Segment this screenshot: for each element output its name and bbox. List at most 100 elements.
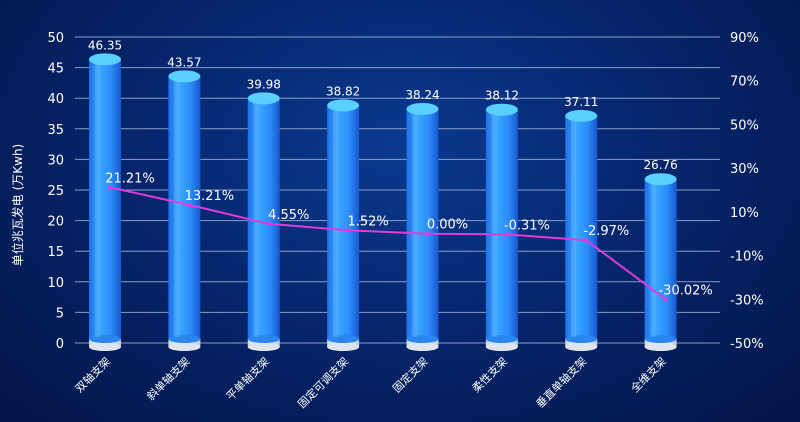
- line-value-label: 4.55%: [268, 208, 309, 223]
- bar-base-bottom: [485, 343, 518, 351]
- y2-tick-label: -30%: [730, 293, 764, 308]
- line-point: [346, 228, 351, 233]
- bar-bottom-rim: [406, 335, 439, 343]
- line-value-label: 21.21%: [105, 171, 155, 186]
- category-label: 固定支架: [390, 354, 431, 395]
- y2-tick-label: -10%: [730, 250, 764, 265]
- category-label: 平单轴支架: [223, 354, 272, 403]
- category-label: 柔性支架: [469, 354, 510, 395]
- y-tick-label: 10: [47, 276, 64, 291]
- bar-top-cap: [485, 103, 518, 116]
- line-point: [425, 231, 430, 236]
- percent-line: [108, 185, 668, 302]
- bar-highlight: [650, 183, 656, 337]
- bar-top-cap: [89, 53, 121, 66]
- bar-body: [89, 59, 121, 339]
- bars: [89, 53, 677, 351]
- y-tick-label: 25: [47, 184, 64, 199]
- bar-top-cap: [247, 92, 280, 105]
- line-point: [187, 202, 192, 207]
- bar-bottom-rim: [168, 335, 201, 343]
- line-value-label: 13.21%: [185, 189, 235, 204]
- line-value-label: 0.00%: [427, 218, 468, 233]
- bar-top-cap: [644, 173, 677, 186]
- category-labels: 双轴支架 斜单轴支架 平单轴支架 固定可调支架 固定支架 柔性支架 垂直单轴支架 全维支架: [72, 354, 669, 411]
- percent-line-path: [109, 186, 667, 301]
- bar-value-label: 46.35: [88, 38, 122, 52]
- y-tick-label: 5: [56, 306, 64, 321]
- y2-tick-label: -50%: [730, 337, 764, 352]
- bar-highlight: [491, 113, 497, 337]
- line-point: [663, 297, 668, 302]
- y-tick-label: 0: [56, 337, 64, 352]
- y-tick-label: 15: [47, 245, 64, 260]
- bar-body: [485, 109, 518, 339]
- line-value-label: -30.02%: [658, 283, 712, 298]
- y-tick-label: 50: [47, 31, 64, 46]
- bar-value-label: 38.82: [326, 84, 360, 98]
- line-point: [504, 232, 509, 237]
- y2-tick-label: 30%: [730, 162, 759, 177]
- bar-value-label: 26.76: [643, 158, 677, 172]
- bar-body: [168, 76, 201, 340]
- bar-bottom-rim: [644, 335, 677, 343]
- y-tick-label: 40: [47, 92, 64, 107]
- bar-highlight: [253, 102, 259, 337]
- category-label: 斜单轴支架: [144, 354, 193, 403]
- line-value-label: -2.97%: [583, 224, 629, 239]
- y2-tick-label: 50%: [730, 118, 759, 133]
- bar-base-bottom: [89, 343, 121, 351]
- bar: [168, 70, 201, 351]
- bar: [485, 103, 518, 351]
- bar-top-cap: [168, 70, 201, 83]
- bar-body: [406, 108, 439, 340]
- bar-bottom-rim: [89, 335, 121, 343]
- bar-bottom-rim: [247, 335, 280, 343]
- category-label: 固定可调支架: [295, 354, 352, 411]
- line-point: [108, 185, 112, 190]
- y-axis-label: 单位兆瓦发电 (万Kwh): [10, 144, 25, 266]
- y-tick-label: 30: [47, 153, 64, 168]
- bar-base-bottom: [168, 343, 201, 351]
- bar: [565, 109, 598, 351]
- bar-value-label: 37.11: [564, 95, 598, 109]
- y2-tick-label: 70%: [730, 75, 759, 90]
- bar-highlight: [95, 63, 100, 337]
- bar-bottom-rim: [327, 335, 360, 343]
- bar-top-cap: [327, 99, 360, 112]
- bar-base-bottom: [565, 343, 598, 351]
- right-axis-ticks: -50% -30% -10% 10% 30% 50% 70% 90%: [730, 31, 764, 352]
- bar-top-cap: [565, 109, 598, 122]
- bar: [247, 92, 280, 351]
- data-labels: 46.35 43.57 39.98 38.82 38.24 38.12 37.11 26.76…: [88, 38, 713, 298]
- bar: [89, 53, 121, 351]
- bar-body: [327, 105, 360, 339]
- y-tick-label: 35: [47, 123, 64, 138]
- bar-body: [247, 98, 280, 339]
- bar-base-bottom: [644, 343, 677, 351]
- bar-value-label: 38.12: [485, 89, 519, 103]
- bar: [327, 99, 360, 351]
- bar-top-cap: [406, 102, 439, 115]
- line-value-label: -0.31%: [504, 218, 550, 233]
- line-point: [584, 238, 589, 243]
- y2-tick-label: 10%: [730, 206, 759, 221]
- bar-base-bottom: [406, 343, 439, 351]
- y2-tick-label: 90%: [730, 31, 759, 46]
- bar-bottom-rim: [485, 335, 518, 343]
- left-axis-ticks: 0 5 10 15 20 25 30 35 40 45 50: [47, 31, 64, 352]
- bar-value-label: 38.24: [405, 88, 439, 102]
- bar-base-bottom: [247, 343, 280, 351]
- bar-highlight: [174, 80, 180, 338]
- y-tick-label: 20: [47, 215, 64, 230]
- bar-value-label: 43.57: [167, 55, 201, 69]
- bar-base-bottom: [327, 343, 360, 351]
- bar: [406, 102, 439, 351]
- bar-value-label: 39.98: [247, 77, 281, 91]
- bar-highlight: [333, 109, 339, 337]
- category-label: 垂直单轴支架: [533, 354, 590, 411]
- bar-highlight: [412, 112, 418, 338]
- line-value-label: 1.52%: [347, 214, 388, 229]
- bar-highlight: [571, 119, 577, 337]
